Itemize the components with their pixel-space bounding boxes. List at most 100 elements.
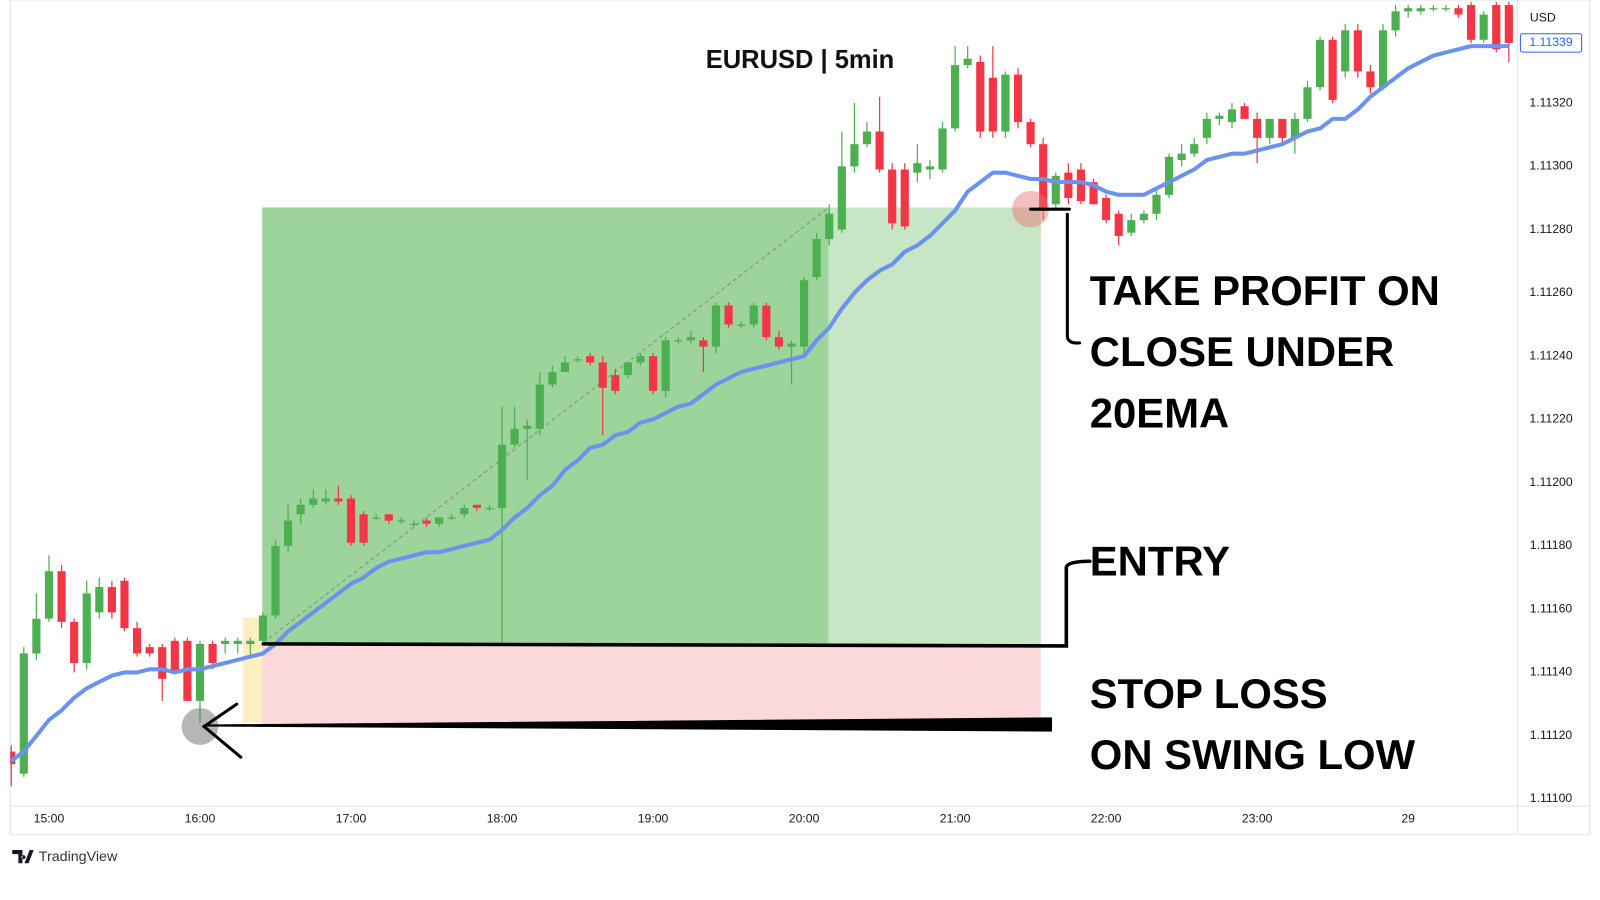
candle-body	[787, 343, 796, 347]
candle-body	[1227, 109, 1237, 123]
candle-body	[1454, 8, 1463, 15]
candle-body	[447, 517, 456, 519]
candle-body	[246, 640, 255, 644]
candle-body	[1139, 213, 1148, 221]
candle-body	[1404, 8, 1413, 12]
x-tick-label: 23:00	[1242, 812, 1273, 826]
annotation: TAKE PROFIT ON	[1090, 267, 1440, 314]
candle-body	[1391, 11, 1400, 31]
y-tick-label: 1.11120	[1530, 728, 1573, 742]
candle-body	[95, 587, 104, 613]
candle-body	[195, 643, 205, 701]
candle-body	[1114, 213, 1123, 236]
y-tick-label: 1.11260	[1529, 285, 1573, 299]
candle-body	[711, 305, 721, 347]
take-profit-zone	[828, 207, 1041, 644]
candle-body	[258, 615, 268, 641]
y-tick-label: 1.11240	[1529, 348, 1573, 362]
position-layer	[242, 207, 1041, 727]
candle-body	[648, 356, 658, 391]
candle-body	[132, 628, 142, 654]
candle-body	[346, 498, 356, 543]
candle-body	[497, 444, 507, 508]
candle-body	[875, 131, 884, 170]
candle-body	[586, 356, 595, 363]
plot-area	[10, 1, 1513, 787]
candle-body	[1378, 30, 1388, 88]
x-tick-label: 18:00	[487, 812, 518, 826]
candle-body	[321, 498, 330, 502]
annotation: 20EMA	[1090, 389, 1229, 436]
y-tick-label: 1.11320	[1529, 95, 1573, 109]
y-tick-label: 1.11180	[1530, 538, 1573, 552]
candle-body	[661, 340, 670, 391]
candle-body	[57, 571, 66, 622]
candle-body	[1290, 118, 1299, 138]
x-tick-label: 20:00	[789, 812, 820, 826]
axes: USD 1.11100 1.11120 1.11140 1.11160 1.11180 1…	[34, 11, 1583, 826]
candle-body	[862, 131, 872, 145]
chart-title: EURUSD | 5min	[706, 46, 895, 74]
annotation-layer: EURUSD | 5min TAKE PROFIT ON CLOSE UNDER…	[12, 46, 1440, 865]
candle-body	[1366, 71, 1375, 88]
candle-body	[32, 618, 41, 654]
candle-body	[850, 144, 859, 167]
candle-body	[1240, 106, 1249, 119]
candle-body	[1416, 8, 1425, 12]
candle-body	[384, 514, 393, 521]
candle-body	[1265, 118, 1274, 138]
candle-body	[749, 305, 758, 325]
candle-body	[611, 375, 620, 391]
candle-body	[1353, 30, 1362, 72]
candle-body	[1202, 118, 1211, 138]
candle-body	[1278, 118, 1287, 138]
candle-body	[1429, 8, 1438, 10]
candle-body	[636, 356, 645, 363]
candle-body	[925, 166, 935, 170]
candle-body	[422, 520, 431, 524]
candle-body	[1064, 172, 1073, 198]
last-price-box	[1519, 33, 1583, 53]
candle-body	[938, 128, 947, 170]
candle-body	[170, 640, 179, 673]
candle-body	[686, 337, 695, 341]
x-tick-label: 21:00	[940, 812, 971, 826]
candle-body	[1051, 175, 1060, 205]
x-tick-label: 22:00	[1091, 812, 1122, 826]
candle-body	[82, 593, 91, 663]
swing-low-marker	[181, 708, 219, 745]
candle-body	[409, 523, 419, 525]
annotation: STOP LOSS	[1090, 670, 1328, 717]
candle-body	[573, 359, 582, 361]
candle-body	[208, 643, 217, 663]
candle-body	[44, 571, 54, 619]
candle-body	[1215, 115, 1224, 119]
candle-body	[1013, 74, 1023, 123]
stop-arrow-shaft	[203, 717, 1053, 732]
candle-body	[1089, 182, 1098, 205]
candle-body	[359, 514, 368, 543]
candle-body	[762, 305, 771, 338]
x-tick-label: 29	[1401, 812, 1415, 826]
candle-body	[435, 517, 444, 524]
candle-body	[1479, 14, 1488, 40]
x-tick-label: 19:00	[638, 812, 669, 826]
candle-body	[900, 169, 909, 227]
candle-body	[799, 280, 809, 347]
candle-body	[1315, 39, 1325, 88]
x-tick-label: 15:00	[34, 812, 65, 826]
candle-body	[1190, 144, 1199, 154]
annotation: ON SWING LOW	[1090, 731, 1416, 778]
take-profit-bracket	[1029, 207, 1082, 345]
candle-body	[1127, 220, 1136, 233]
candle-body	[397, 520, 406, 522]
y-tick-label: 1.11300	[1529, 159, 1573, 173]
y-tick-label: 1.11280	[1529, 222, 1573, 236]
candle-body	[963, 58, 972, 66]
candle-body	[460, 507, 469, 515]
candle-body	[1152, 194, 1161, 214]
candle-body	[70, 621, 79, 663]
candle-body	[1492, 5, 1501, 50]
candle-body	[1001, 74, 1010, 132]
candle-body	[19, 653, 28, 774]
